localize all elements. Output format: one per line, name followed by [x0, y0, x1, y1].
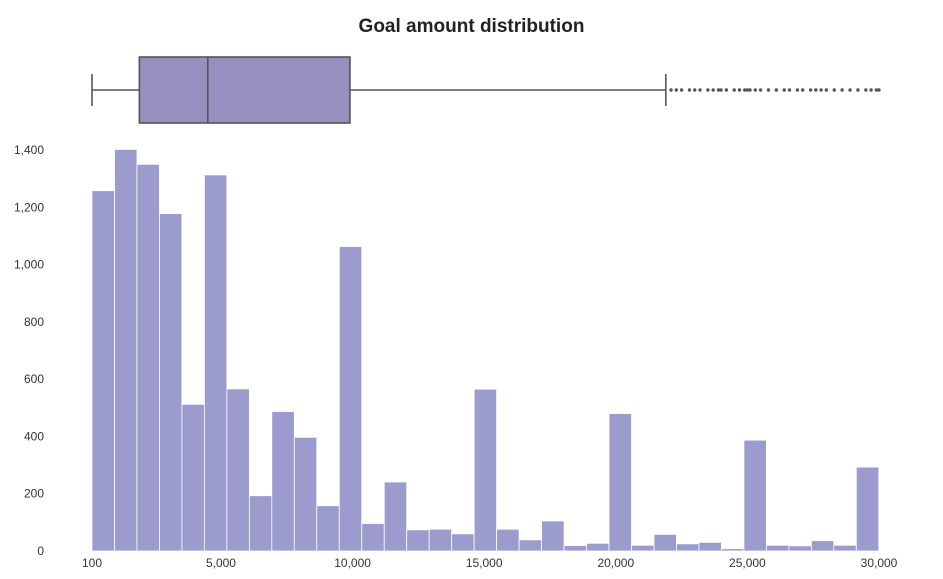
- histogram-bar: [563, 545, 587, 552]
- x-axis-ticks: 100 5,000 10,000 15,000 20,000 25,000 30,000: [82, 556, 898, 570]
- histogram-bar: [406, 529, 430, 552]
- outlier-point: [869, 88, 873, 92]
- outlier-point: [711, 88, 715, 92]
- outlier-point: [874, 88, 879, 92]
- histogram-bar: [181, 403, 205, 552]
- y-tick-label: 600: [24, 372, 44, 386]
- y-tick-label: 800: [24, 315, 44, 329]
- outlier-point: [706, 88, 710, 92]
- x-tick-label: 5,000: [206, 556, 236, 570]
- histogram-bar: [653, 533, 677, 552]
- outlier-point: [732, 88, 736, 92]
- outlier-point: [766, 88, 771, 92]
- outlier-point: [856, 88, 860, 92]
- histogram-bar: [608, 413, 632, 552]
- y-tick-label: 1,000: [14, 258, 44, 272]
- outlier-point: [724, 88, 729, 92]
- histogram-bar: [743, 439, 767, 552]
- x-tick-label: 20,000: [597, 556, 634, 570]
- outlier-point: [814, 88, 818, 92]
- histogram-bar: [810, 540, 835, 552]
- outlier-point: [687, 88, 692, 92]
- outlier-point: [716, 88, 721, 92]
- chart-title: Goal amount distribution: [358, 16, 585, 37]
- x-tick-label: 10,000: [334, 556, 371, 570]
- outlier-point: [758, 88, 763, 92]
- histogram-bar: [451, 533, 475, 552]
- histogram-bar: [676, 543, 700, 552]
- outlier-point: [674, 88, 679, 92]
- outlier-point: [719, 88, 723, 92]
- histogram-bar: [496, 528, 520, 552]
- histogram-bar: [833, 544, 857, 552]
- histogram-bar: [226, 388, 250, 552]
- y-tick-label: 0: [37, 544, 44, 558]
- outlier-point: [877, 88, 881, 92]
- outlier-point: [787, 88, 792, 92]
- outlier-point: [824, 88, 829, 92]
- outlier-point: [848, 88, 852, 92]
- y-tick-label: 200: [24, 487, 44, 501]
- histogram-bar: [159, 213, 183, 552]
- outlier-point: [864, 88, 868, 92]
- y-axis-ticks: 0 200 400 600 800 1,000 1,200 1,400: [14, 143, 44, 558]
- outlier-point: [774, 88, 779, 92]
- outlier-point: [782, 88, 786, 92]
- x-tick-label: 30,000: [861, 556, 898, 570]
- histogram-bar: [631, 544, 655, 552]
- x-tick-label: 100: [82, 556, 102, 570]
- boxplot: [91, 56, 881, 124]
- histogram-bar: [338, 246, 363, 552]
- outlier-point: [669, 88, 673, 92]
- y-tick-label: 1,200: [14, 200, 44, 214]
- histogram-bar: [361, 523, 385, 552]
- histogram-bar: [518, 539, 542, 552]
- outlier-point: [795, 88, 800, 92]
- histogram-bar: [91, 190, 115, 552]
- histogram-bar: [271, 411, 295, 552]
- outlier-point: [679, 88, 684, 92]
- outlier-point: [840, 88, 844, 92]
- histogram-bar: [541, 520, 565, 552]
- x-tick-label: 25,000: [729, 556, 766, 570]
- outlier-point: [753, 88, 757, 92]
- outlier-point: [693, 88, 697, 92]
- outlier-point: [698, 88, 702, 92]
- histogram-bar: [316, 505, 340, 552]
- histogram-bar: [855, 466, 880, 552]
- y-tick-label: 1,400: [14, 143, 44, 157]
- outlier-point: [748, 88, 752, 92]
- iqr-box: [138, 56, 351, 124]
- histogram-bar: [586, 542, 610, 552]
- outlier-point: [743, 88, 747, 92]
- histogram-bar: [248, 495, 273, 552]
- outlier-point: [800, 88, 805, 92]
- outlier-point: [819, 88, 823, 92]
- histogram-bar: [114, 149, 138, 552]
- outlier-point: [737, 88, 742, 92]
- histogram-bar: [765, 544, 790, 552]
- histogram-bar: [293, 436, 318, 552]
- y-tick-label: 400: [24, 429, 44, 443]
- outlier-point: [808, 88, 813, 92]
- outlier-point: [832, 88, 836, 92]
- histogram-bar: [721, 548, 745, 552]
- outlier-point: [745, 88, 750, 92]
- histogram-bar: [428, 528, 453, 552]
- histogram-bar: [698, 542, 722, 552]
- histogram-bar: [788, 545, 812, 552]
- histogram-bar: [203, 174, 228, 552]
- histogram-bars: [91, 149, 880, 552]
- histogram-bar: [383, 481, 408, 552]
- histogram-bar: [473, 388, 498, 552]
- histogram-bar: [136, 163, 160, 552]
- x-tick-label: 15,000: [466, 556, 503, 570]
